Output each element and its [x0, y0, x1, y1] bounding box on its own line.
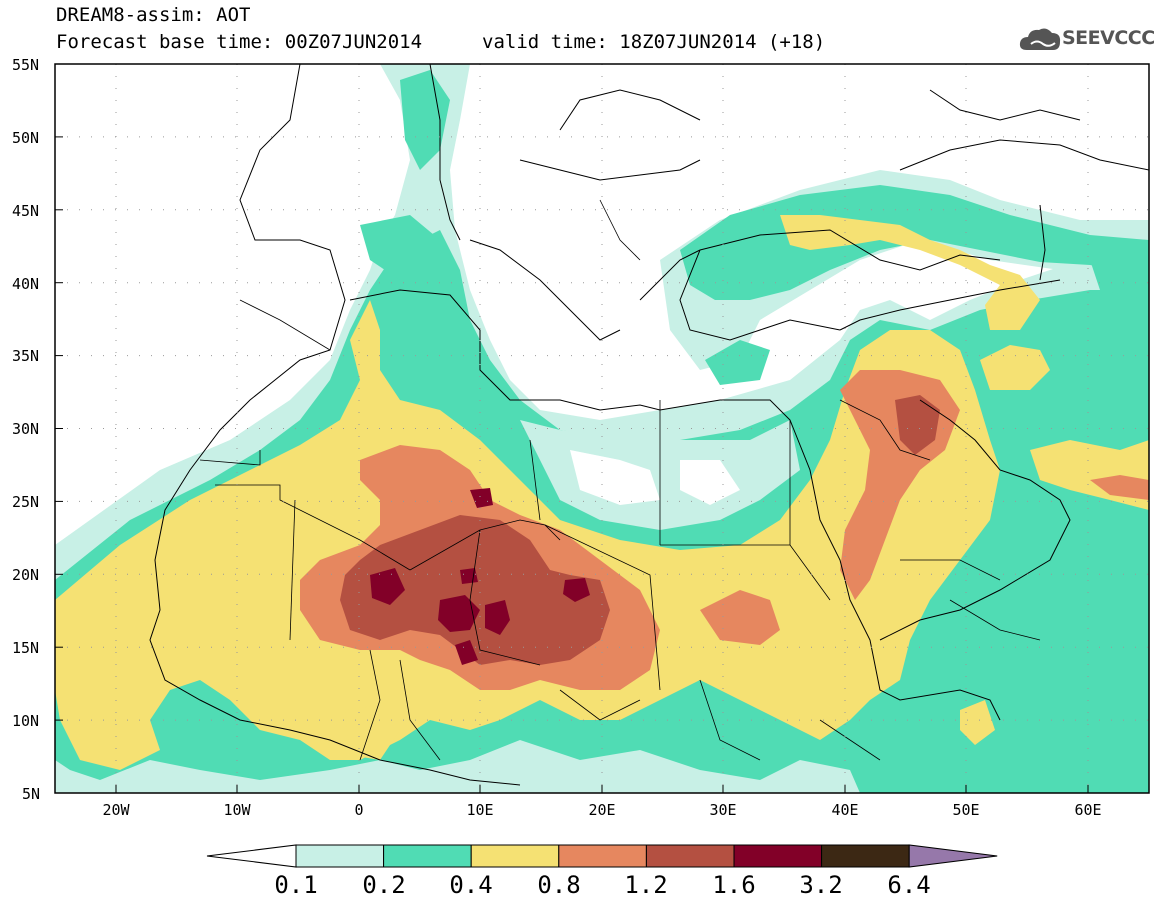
lat-label-5n: 5N: [22, 785, 41, 803]
colorbar-label-0.2: 0.2: [362, 871, 406, 899]
title-line-1: DREAM8-assim: AOT: [56, 4, 251, 26]
lon-label-10e: 10E: [466, 801, 494, 819]
lat-label-35n: 35N: [12, 347, 40, 365]
lon-label-60e: 60E: [1074, 801, 1102, 819]
lat-label-30n: 30N: [12, 420, 40, 438]
aot-band-1.6: [370, 488, 590, 665]
axis-ticks: [55, 63, 1089, 793]
cloud-logo-icon: [1019, 28, 1061, 50]
lat-label-25n: 25N: [12, 493, 40, 511]
lon-label-10w: 10W: [223, 801, 251, 819]
aot-band-1.2: [340, 395, 940, 665]
lon-label-20w: 20W: [102, 801, 130, 819]
lat-label-15n: 15N: [12, 639, 40, 657]
lat-label-45n: 45N: [12, 202, 40, 220]
colorbar-label-6.4: 6.4: [887, 871, 931, 899]
logo-text: SEEVCCC: [1062, 27, 1155, 49]
lon-label-20e: 20E: [588, 801, 616, 819]
colorbar-label-1.2: 1.2: [624, 871, 668, 899]
lat-label-50n: 50N: [12, 129, 40, 147]
colorbar-label-1.6: 1.6: [712, 871, 756, 899]
colorbar-label-0.4: 0.4: [449, 871, 493, 899]
colorbar-label-3.2: 3.2: [799, 871, 843, 899]
colorbar-label-0.8: 0.8: [537, 871, 581, 899]
lat-label-20n: 20N: [12, 566, 40, 584]
valid-time-label: valid time: 18Z07JUN2014 (+18): [482, 31, 826, 53]
lon-label-40e: 40E: [831, 801, 859, 819]
lat-label-55n: 55N: [12, 56, 40, 74]
coastlines: [149, 64, 1149, 786]
lon-label-0: 0: [354, 801, 364, 819]
lat-label-10n: 10N: [12, 712, 40, 730]
lat-label-40n: 40N: [12, 275, 40, 293]
lon-label-50e: 50E: [952, 801, 980, 819]
lon-label-30e: 30E: [709, 801, 737, 819]
borders: [199, 199, 1041, 761]
colorbar-label-0.1: 0.1: [274, 871, 318, 899]
title-line-2: Forecast base time: 00Z07JUN2014: [56, 31, 423, 53]
